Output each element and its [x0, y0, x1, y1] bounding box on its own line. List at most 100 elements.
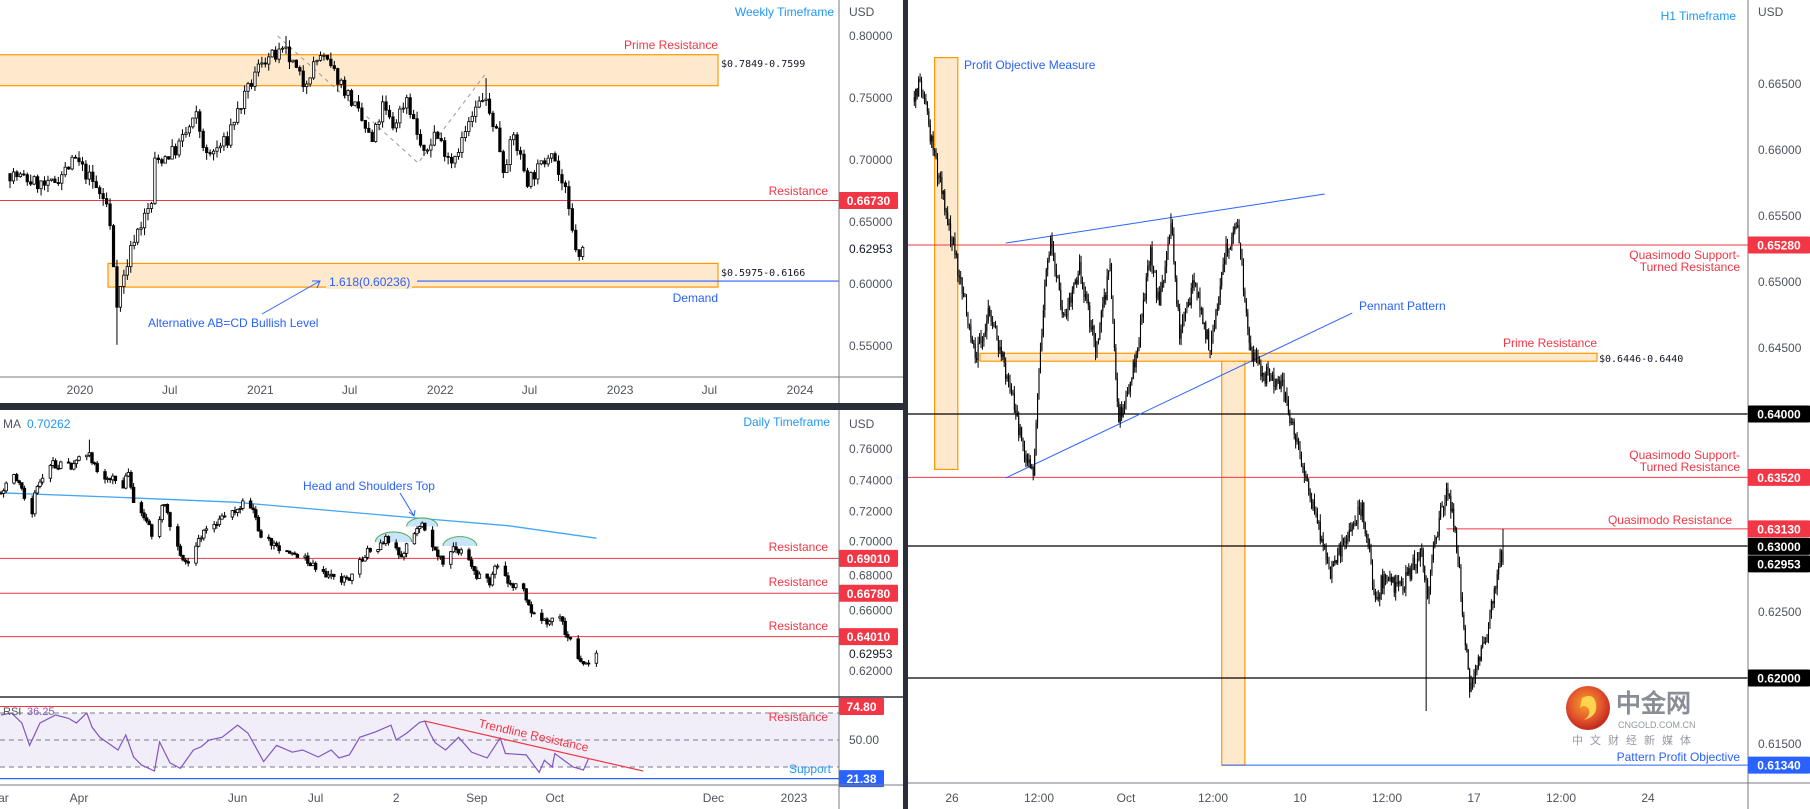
- candle: [1216, 303, 1218, 316]
- candle: [118, 285, 123, 312]
- shoulder-arc[interactable]: [374, 531, 413, 543]
- candle-body: [1170, 222, 1172, 237]
- candle-body: [98, 187, 102, 195]
- rsi-trendline[interactable]: [424, 720, 644, 772]
- candle-body: [1113, 322, 1115, 348]
- candle: [1466, 643, 1468, 653]
- candle: [202, 529, 206, 541]
- candle: [1095, 332, 1097, 361]
- candle-body: [1313, 501, 1316, 512]
- candle: [1302, 462, 1304, 473]
- rsi-pane[interactable]: RSI 36.25 Resistance Support Trendline R…: [0, 698, 903, 805]
- candle-body: [1076, 280, 1078, 285]
- candle: [1289, 409, 1291, 427]
- candle-body: [144, 517, 149, 522]
- candle-body: [1190, 288, 1192, 306]
- rsi-axis[interactable]: 50.00: [849, 733, 879, 747]
- candle-body: [1058, 277, 1060, 290]
- candle: [1248, 326, 1250, 351]
- candle: [547, 619, 552, 626]
- abcd-label: Alternative AB=CD Bullish Level: [148, 316, 318, 330]
- candle: [916, 87, 918, 100]
- candle: [1405, 565, 1407, 597]
- candle-body: [1300, 453, 1302, 467]
- price-tick-label: 0.75000: [849, 91, 893, 105]
- pennant-upper-line[interactable]: [1005, 193, 1325, 244]
- rsi-label: RSI: [3, 706, 21, 718]
- candle: [1177, 299, 1179, 312]
- candle-body: [311, 61, 316, 79]
- moving-average-line[interactable]: [0, 492, 597, 539]
- candle-body: [1092, 326, 1094, 330]
- candle-body: [1184, 308, 1186, 319]
- candle: [1238, 219, 1240, 244]
- candle-body: [380, 101, 385, 123]
- daily-price-axis[interactable]: 0.760000.740000.720000.700000.680000.660…: [849, 442, 893, 678]
- weekly-pane[interactable]: Weekly Timeframe Prime Resistance $0.784…: [0, 0, 903, 403]
- demand-zone[interactable]: [107, 262, 719, 288]
- prime-resistance-zone[interactable]: [0, 54, 719, 87]
- candle: [477, 571, 482, 579]
- candle-body: [436, 549, 440, 557]
- candle: [40, 473, 45, 485]
- pane-divider-horizontal[interactable]: [0, 403, 908, 410]
- candle-body: [1118, 401, 1120, 423]
- h1-prime-resistance-zone[interactable]: [979, 352, 1598, 362]
- candle-body: [38, 481, 42, 487]
- h1-price-axis[interactable]: 0.665000.660000.655000.650000.645000.625…: [1758, 77, 1802, 751]
- price-tick-label: 0.70000: [849, 153, 893, 167]
- candle: [368, 547, 372, 554]
- candle-body: [1290, 421, 1292, 423]
- candle: [1477, 654, 1479, 671]
- candle-body: [1353, 524, 1355, 526]
- h1-time-axis[interactable]: 26 12:00 Oct 12:00 10 12:00 17 12:00 24: [945, 791, 1655, 805]
- candle: [342, 575, 346, 586]
- pane-divider-vertical[interactable]: [903, 0, 908, 809]
- candle-body: [1422, 550, 1424, 567]
- price-tick-label: 0.72000: [849, 505, 893, 519]
- candle: [70, 154, 74, 171]
- rsi-line[interactable]: [0, 711, 590, 774]
- daily-pane[interactable]: MA 0.70262 Daily Timeframe Head and Shou…: [0, 410, 903, 809]
- weekly-price-badges: 0.66730: [839, 192, 898, 210]
- candle-body: [563, 182, 568, 188]
- candle-body: [1411, 569, 1413, 580]
- shoulder-arc[interactable]: [442, 536, 478, 547]
- candle: [1142, 292, 1144, 324]
- candle-body: [1499, 550, 1501, 567]
- candle: [1331, 560, 1333, 584]
- candle-body: [198, 111, 202, 132]
- candle-body: [251, 507, 255, 510]
- daily-time-axis[interactable]: MarAprJunJul2SepOctDec2023: [0, 791, 808, 805]
- candle: [1357, 500, 1359, 530]
- pennant-lower-line[interactable]: [1005, 312, 1353, 479]
- candle-body: [1121, 406, 1123, 417]
- profit-objective-projection-box[interactable]: [1221, 352, 1246, 766]
- candle-body: [1461, 597, 1463, 615]
- price-tick-label: 0.66000: [1758, 143, 1802, 157]
- candle-body: [1279, 380, 1281, 389]
- candle: [74, 459, 79, 468]
- h1-pane[interactable]: H1 Timeframe Profit Objective Measure Qu…: [908, 0, 1810, 809]
- weekly-time-axis[interactable]: 2020 Jul 2021 Jul 2022 Jul 2023 Jul 2024: [67, 383, 814, 397]
- candle: [1066, 308, 1068, 320]
- candle-body: [235, 508, 240, 513]
- candle: [1261, 365, 1263, 383]
- candle-body: [267, 536, 271, 539]
- candle: [941, 171, 943, 199]
- candle-body: [963, 293, 965, 296]
- candle-body: [1485, 641, 1487, 643]
- candle-body: [922, 91, 924, 95]
- candle: [1351, 522, 1353, 536]
- candle: [1240, 242, 1242, 260]
- candle: [527, 599, 531, 606]
- shoulder-arc[interactable]: [406, 517, 439, 527]
- candle: [1016, 405, 1018, 417]
- weekly-price-axis[interactable]: 0.800000.750000.700000.650000.600000.550…: [849, 29, 893, 353]
- profit-objective-measure-box[interactable]: [933, 56, 959, 471]
- candle-body: [1351, 524, 1353, 532]
- candle: [532, 611, 536, 615]
- candle: [1234, 223, 1236, 235]
- candle: [146, 202, 150, 221]
